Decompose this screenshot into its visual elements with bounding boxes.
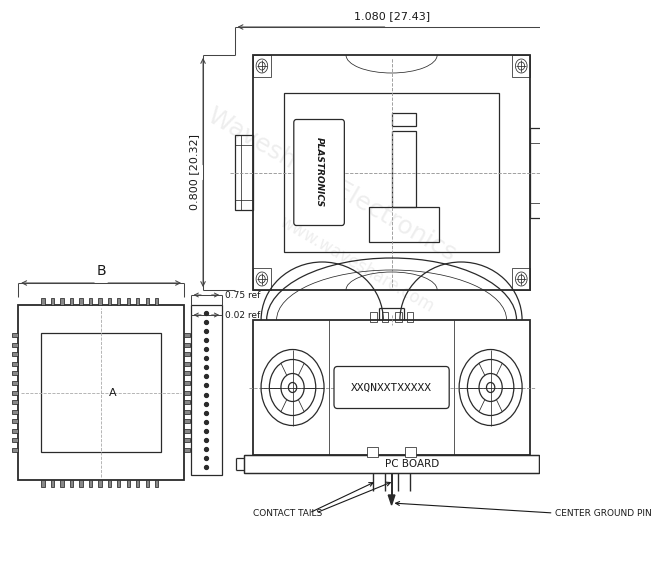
Bar bbox=[184, 409, 190, 413]
Text: XXQNXXTXXXXX: XXQNXXTXXXXX bbox=[351, 382, 432, 393]
Bar bbox=[146, 480, 149, 487]
Bar bbox=[79, 298, 83, 305]
Bar bbox=[18, 305, 184, 480]
FancyBboxPatch shape bbox=[334, 366, 449, 408]
Bar bbox=[184, 400, 190, 404]
Bar bbox=[253, 55, 271, 77]
Bar bbox=[61, 298, 64, 305]
Bar bbox=[184, 333, 190, 337]
Bar bbox=[98, 480, 102, 487]
Bar bbox=[392, 131, 417, 207]
Bar bbox=[89, 480, 92, 487]
Text: 0.75 ref: 0.75 ref bbox=[225, 290, 260, 300]
Text: CONTACT TAILS: CONTACT TAILS bbox=[253, 508, 322, 518]
Bar bbox=[253, 268, 271, 290]
Bar bbox=[184, 438, 190, 442]
Bar bbox=[284, 93, 499, 252]
Polygon shape bbox=[388, 495, 395, 505]
Bar bbox=[184, 429, 190, 433]
Bar bbox=[367, 447, 378, 457]
Text: B: B bbox=[96, 264, 106, 278]
Text: A: A bbox=[109, 388, 117, 397]
Bar bbox=[12, 400, 18, 404]
Bar bbox=[12, 409, 18, 413]
Bar bbox=[370, 312, 377, 322]
Bar bbox=[155, 480, 158, 487]
Bar bbox=[12, 429, 18, 433]
Bar bbox=[155, 298, 158, 305]
Bar bbox=[542, 143, 564, 163]
Bar bbox=[245, 455, 538, 473]
Bar bbox=[542, 182, 564, 202]
Bar bbox=[117, 480, 120, 487]
Text: www.waveshare.com: www.waveshare.com bbox=[276, 213, 437, 317]
Bar bbox=[107, 298, 111, 305]
Bar bbox=[42, 333, 161, 452]
Bar bbox=[512, 268, 531, 290]
FancyBboxPatch shape bbox=[294, 120, 344, 225]
Bar bbox=[70, 298, 73, 305]
Bar bbox=[184, 362, 190, 366]
Bar bbox=[381, 312, 388, 322]
Bar bbox=[98, 298, 102, 305]
Bar bbox=[184, 352, 190, 356]
Bar bbox=[234, 135, 253, 210]
Bar bbox=[12, 333, 18, 337]
Bar bbox=[42, 298, 45, 305]
Bar bbox=[12, 371, 18, 375]
Bar bbox=[253, 320, 531, 455]
Bar bbox=[61, 480, 64, 487]
Bar bbox=[191, 305, 222, 475]
Bar bbox=[184, 390, 190, 394]
Bar bbox=[136, 298, 139, 305]
Bar bbox=[12, 343, 18, 347]
Bar bbox=[395, 312, 402, 322]
Bar bbox=[184, 381, 190, 385]
Bar bbox=[184, 343, 190, 347]
Text: CENTER GROUND PIN: CENTER GROUND PIN bbox=[555, 508, 651, 518]
Text: 0.02 ref: 0.02 ref bbox=[225, 310, 260, 320]
Bar bbox=[12, 381, 18, 385]
Bar bbox=[406, 312, 413, 322]
Bar bbox=[12, 362, 18, 366]
Bar bbox=[531, 128, 564, 217]
Bar bbox=[369, 207, 439, 242]
Bar bbox=[12, 448, 18, 452]
Bar bbox=[12, 352, 18, 356]
Bar bbox=[51, 298, 54, 305]
Bar bbox=[405, 447, 417, 457]
Bar bbox=[136, 480, 139, 487]
Bar bbox=[51, 480, 54, 487]
Text: 1.080 [27.43]: 1.080 [27.43] bbox=[353, 11, 430, 21]
Bar bbox=[126, 480, 130, 487]
Text: 0.800 [20.32]: 0.800 [20.32] bbox=[189, 135, 199, 210]
Bar bbox=[12, 438, 18, 442]
Bar bbox=[146, 298, 149, 305]
Bar bbox=[12, 419, 18, 423]
Bar bbox=[126, 298, 130, 305]
Bar bbox=[393, 113, 415, 125]
Text: PC BOARD: PC BOARD bbox=[385, 459, 439, 469]
Bar bbox=[107, 480, 111, 487]
Bar bbox=[42, 480, 45, 487]
Bar bbox=[184, 371, 190, 375]
Bar bbox=[79, 480, 83, 487]
Text: PLASTRONICS: PLASTRONICS bbox=[314, 137, 324, 208]
Text: Waveshare Electronics: Waveshare Electronics bbox=[203, 104, 460, 266]
Bar bbox=[512, 55, 531, 77]
Bar bbox=[253, 55, 531, 290]
Bar bbox=[12, 390, 18, 394]
Bar bbox=[117, 298, 120, 305]
Bar bbox=[70, 480, 73, 487]
Bar bbox=[89, 298, 92, 305]
Bar bbox=[184, 448, 190, 452]
Bar bbox=[184, 419, 190, 423]
